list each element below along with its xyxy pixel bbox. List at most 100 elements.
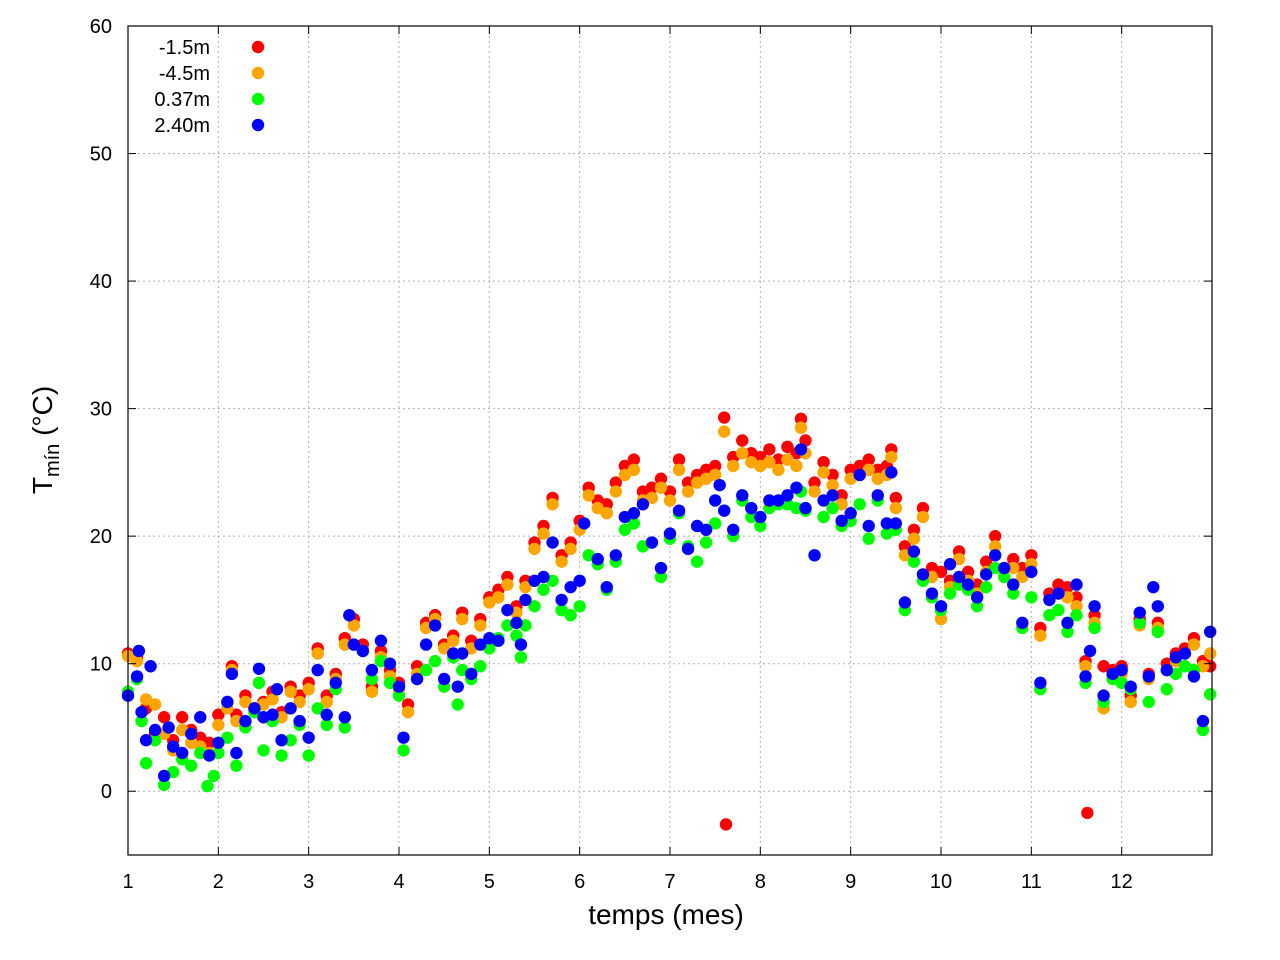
data-point (916, 510, 930, 524)
data-point (144, 660, 157, 673)
data-point (880, 517, 893, 530)
data-point (618, 523, 632, 536)
legend-marker (251, 118, 265, 132)
data-point (139, 756, 153, 770)
x-axis-title: temps (mes) (588, 899, 744, 930)
data-point (252, 676, 266, 690)
data-point (989, 561, 1002, 575)
data-point (284, 702, 297, 715)
data-point (979, 568, 993, 581)
data-point (794, 412, 808, 426)
data-point (474, 638, 487, 651)
y-tick-label: 20 (90, 526, 112, 548)
data-point (374, 634, 388, 647)
data-point (989, 549, 1002, 562)
data-point (1160, 683, 1174, 696)
data-point (1043, 609, 1056, 622)
data-point (266, 708, 279, 721)
data-point (275, 749, 288, 762)
data-point (1052, 587, 1065, 600)
data-point (275, 734, 288, 747)
data-point (885, 466, 898, 479)
y-axis-title-subscript: mín (42, 444, 64, 477)
data-point (853, 498, 866, 511)
data-point (365, 672, 379, 686)
data-point (736, 489, 749, 502)
data-point (627, 517, 641, 530)
data-point (437, 642, 451, 655)
data-point (654, 570, 668, 584)
data-point (528, 600, 541, 613)
data-point (952, 570, 966, 584)
data-point (347, 638, 361, 651)
data-point (176, 711, 189, 724)
data-point (781, 489, 794, 502)
data-point (934, 612, 948, 626)
data-point (397, 744, 410, 757)
data-point (474, 660, 487, 673)
data-point (952, 552, 966, 566)
data-point (225, 667, 239, 681)
data-point (970, 591, 984, 604)
data-point (681, 542, 695, 556)
data-point (456, 647, 469, 660)
data-point (311, 647, 324, 660)
data-point (132, 644, 146, 658)
data-point (392, 689, 406, 702)
grid (127, 25, 1212, 855)
data-point (293, 695, 306, 709)
data-point (419, 638, 433, 651)
data-point (1007, 587, 1020, 600)
data-point (763, 494, 776, 507)
data-point (582, 489, 595, 502)
data-point (201, 779, 214, 793)
data-point (320, 718, 333, 732)
data-point (338, 638, 351, 651)
data-point (979, 580, 993, 594)
data-point (727, 459, 740, 473)
data-point (157, 769, 171, 783)
data-point (194, 711, 207, 724)
data-point (1025, 565, 1038, 579)
data-point (1151, 625, 1165, 639)
data-point (284, 685, 297, 698)
data-point (519, 593, 532, 607)
data-point (645, 481, 659, 494)
data-point (736, 447, 749, 460)
data-point (889, 501, 903, 515)
data-point (600, 580, 613, 594)
legend-label: 0.37m (154, 89, 210, 111)
data-point (555, 593, 568, 607)
data-point (645, 536, 659, 549)
data-point (862, 453, 875, 466)
data-point (1070, 591, 1083, 604)
data-point (365, 685, 379, 698)
data-point (690, 555, 704, 568)
data-point (1079, 660, 1092, 673)
data-point (1007, 578, 1020, 591)
data-point (1088, 621, 1101, 635)
data-point (799, 501, 812, 515)
data-point (871, 489, 884, 502)
data-point (1097, 689, 1110, 702)
data-point (654, 472, 668, 485)
data-point (1088, 600, 1101, 613)
data-point (212, 708, 225, 721)
data-point (148, 723, 162, 737)
data-point (302, 731, 315, 744)
data-point (745, 510, 758, 524)
legend-label: -1.5m (159, 37, 210, 59)
y-tick-label: 0 (101, 781, 112, 803)
data-point (546, 498, 559, 511)
data-point (212, 718, 225, 732)
data-point (826, 489, 839, 502)
data-point (808, 485, 821, 498)
x-tick-label: 8 (755, 871, 766, 893)
data-point (790, 481, 803, 494)
data-point (573, 600, 586, 613)
data-point (681, 476, 695, 489)
data-point (844, 506, 857, 520)
data-point (1151, 600, 1165, 613)
data-point (1016, 616, 1029, 630)
data-point (451, 698, 464, 711)
